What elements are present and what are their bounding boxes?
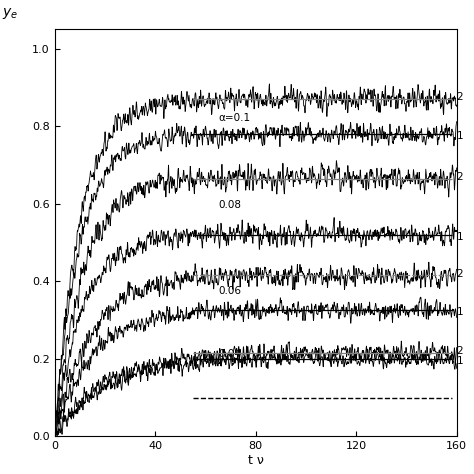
Text: α=0.1: α=0.1 <box>218 113 250 123</box>
Text: 2: 2 <box>456 92 463 102</box>
Text: 0.04: 0.04 <box>218 349 241 359</box>
Text: 2: 2 <box>456 346 463 356</box>
Text: 1: 1 <box>456 232 463 242</box>
Text: 1: 1 <box>456 131 463 141</box>
Text: 2: 2 <box>456 172 463 182</box>
Text: 0.06: 0.06 <box>218 286 241 296</box>
Text: 2: 2 <box>456 269 463 279</box>
X-axis label: t ν: t ν <box>248 454 264 467</box>
Text: 1: 1 <box>456 307 463 317</box>
Text: $y_e$: $y_e$ <box>2 6 18 21</box>
Text: 0.08: 0.08 <box>218 200 241 210</box>
Text: 1: 1 <box>456 356 463 366</box>
